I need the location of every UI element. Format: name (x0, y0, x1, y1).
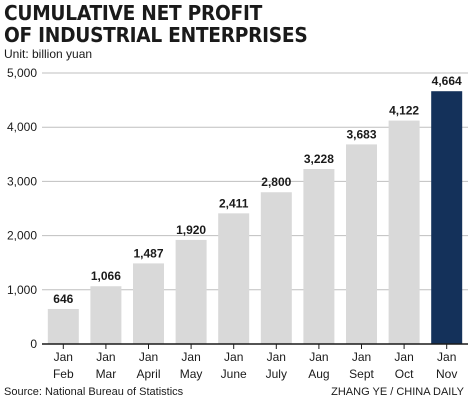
x-tick-label-line2: Aug (308, 367, 329, 381)
bar (133, 263, 164, 344)
bar (90, 286, 122, 344)
y-tick-label: 1,000 (7, 283, 37, 297)
bar (303, 169, 335, 344)
x-tick-label-line1: Jan (309, 350, 328, 364)
data-label: 2,800 (261, 175, 291, 189)
data-label: 3,228 (304, 152, 334, 166)
x-tick-label-line2: Oct (395, 367, 414, 381)
unit-label: Unit: billion yuan (4, 47, 93, 61)
chart-title-line-1: CUMULATIVE NET PROFIT (4, 1, 263, 25)
source-note: Source: National Bureau of Statistics (4, 386, 184, 398)
x-tick-label-line2: Nov (436, 367, 457, 381)
x-tick-label-line1: Jan (139, 350, 158, 364)
y-tick-label: 2,000 (7, 229, 37, 243)
x-tick-label-line1: Jan (54, 350, 73, 364)
x-tick-label-line2: May (180, 367, 203, 381)
x-tick-label-line1: Jan (394, 350, 413, 364)
bar (431, 91, 463, 344)
data-label: 1,487 (133, 246, 163, 260)
x-tick-label-line2: April (136, 367, 160, 381)
bar (260, 192, 292, 344)
x-tick-label-line1: Jan (96, 350, 115, 364)
bar (47, 308, 79, 344)
x-tick-label-line1: Jan (224, 350, 243, 364)
x-tick-label-line1: Jan (267, 350, 286, 364)
data-label: 4,122 (389, 104, 419, 118)
y-tick-label: 3,000 (7, 174, 37, 188)
data-label: 646 (53, 292, 73, 306)
bar (388, 120, 420, 344)
chart-title-line-2: OF INDUSTRIAL ENTERPRISES (4, 23, 308, 47)
data-label: 4,664 (432, 74, 462, 88)
bar (218, 213, 250, 344)
data-label: 1,066 (91, 269, 121, 283)
x-tick-label-line1: Jan (181, 350, 200, 364)
x-tick-label-line1: Jan (437, 350, 456, 364)
x-tick-label-line1: Jan (352, 350, 371, 364)
x-tick-label-line2: July (266, 367, 287, 381)
x-tick-label-line2: Mar (96, 367, 117, 381)
credit-note: ZHANG YE / CHINA DAILY (331, 386, 464, 398)
y-tick-label: 5,000 (7, 66, 37, 80)
bar (346, 144, 377, 344)
y-tick-label: 0 (30, 337, 37, 351)
data-label: 3,683 (346, 127, 376, 141)
x-tick-label-line2: Feb (53, 367, 74, 381)
chart-title: CUMULATIVE NET PROFIT OF INDUSTRIAL ENTE… (4, 1, 308, 47)
bar (175, 239, 207, 344)
y-tick-label: 4,000 (7, 120, 37, 134)
data-label: 2,411 (219, 196, 249, 210)
x-tick-label-line2: Sept (349, 367, 374, 381)
x-tick-label-line2: June (221, 367, 247, 381)
data-label: 1,920 (176, 223, 206, 237)
